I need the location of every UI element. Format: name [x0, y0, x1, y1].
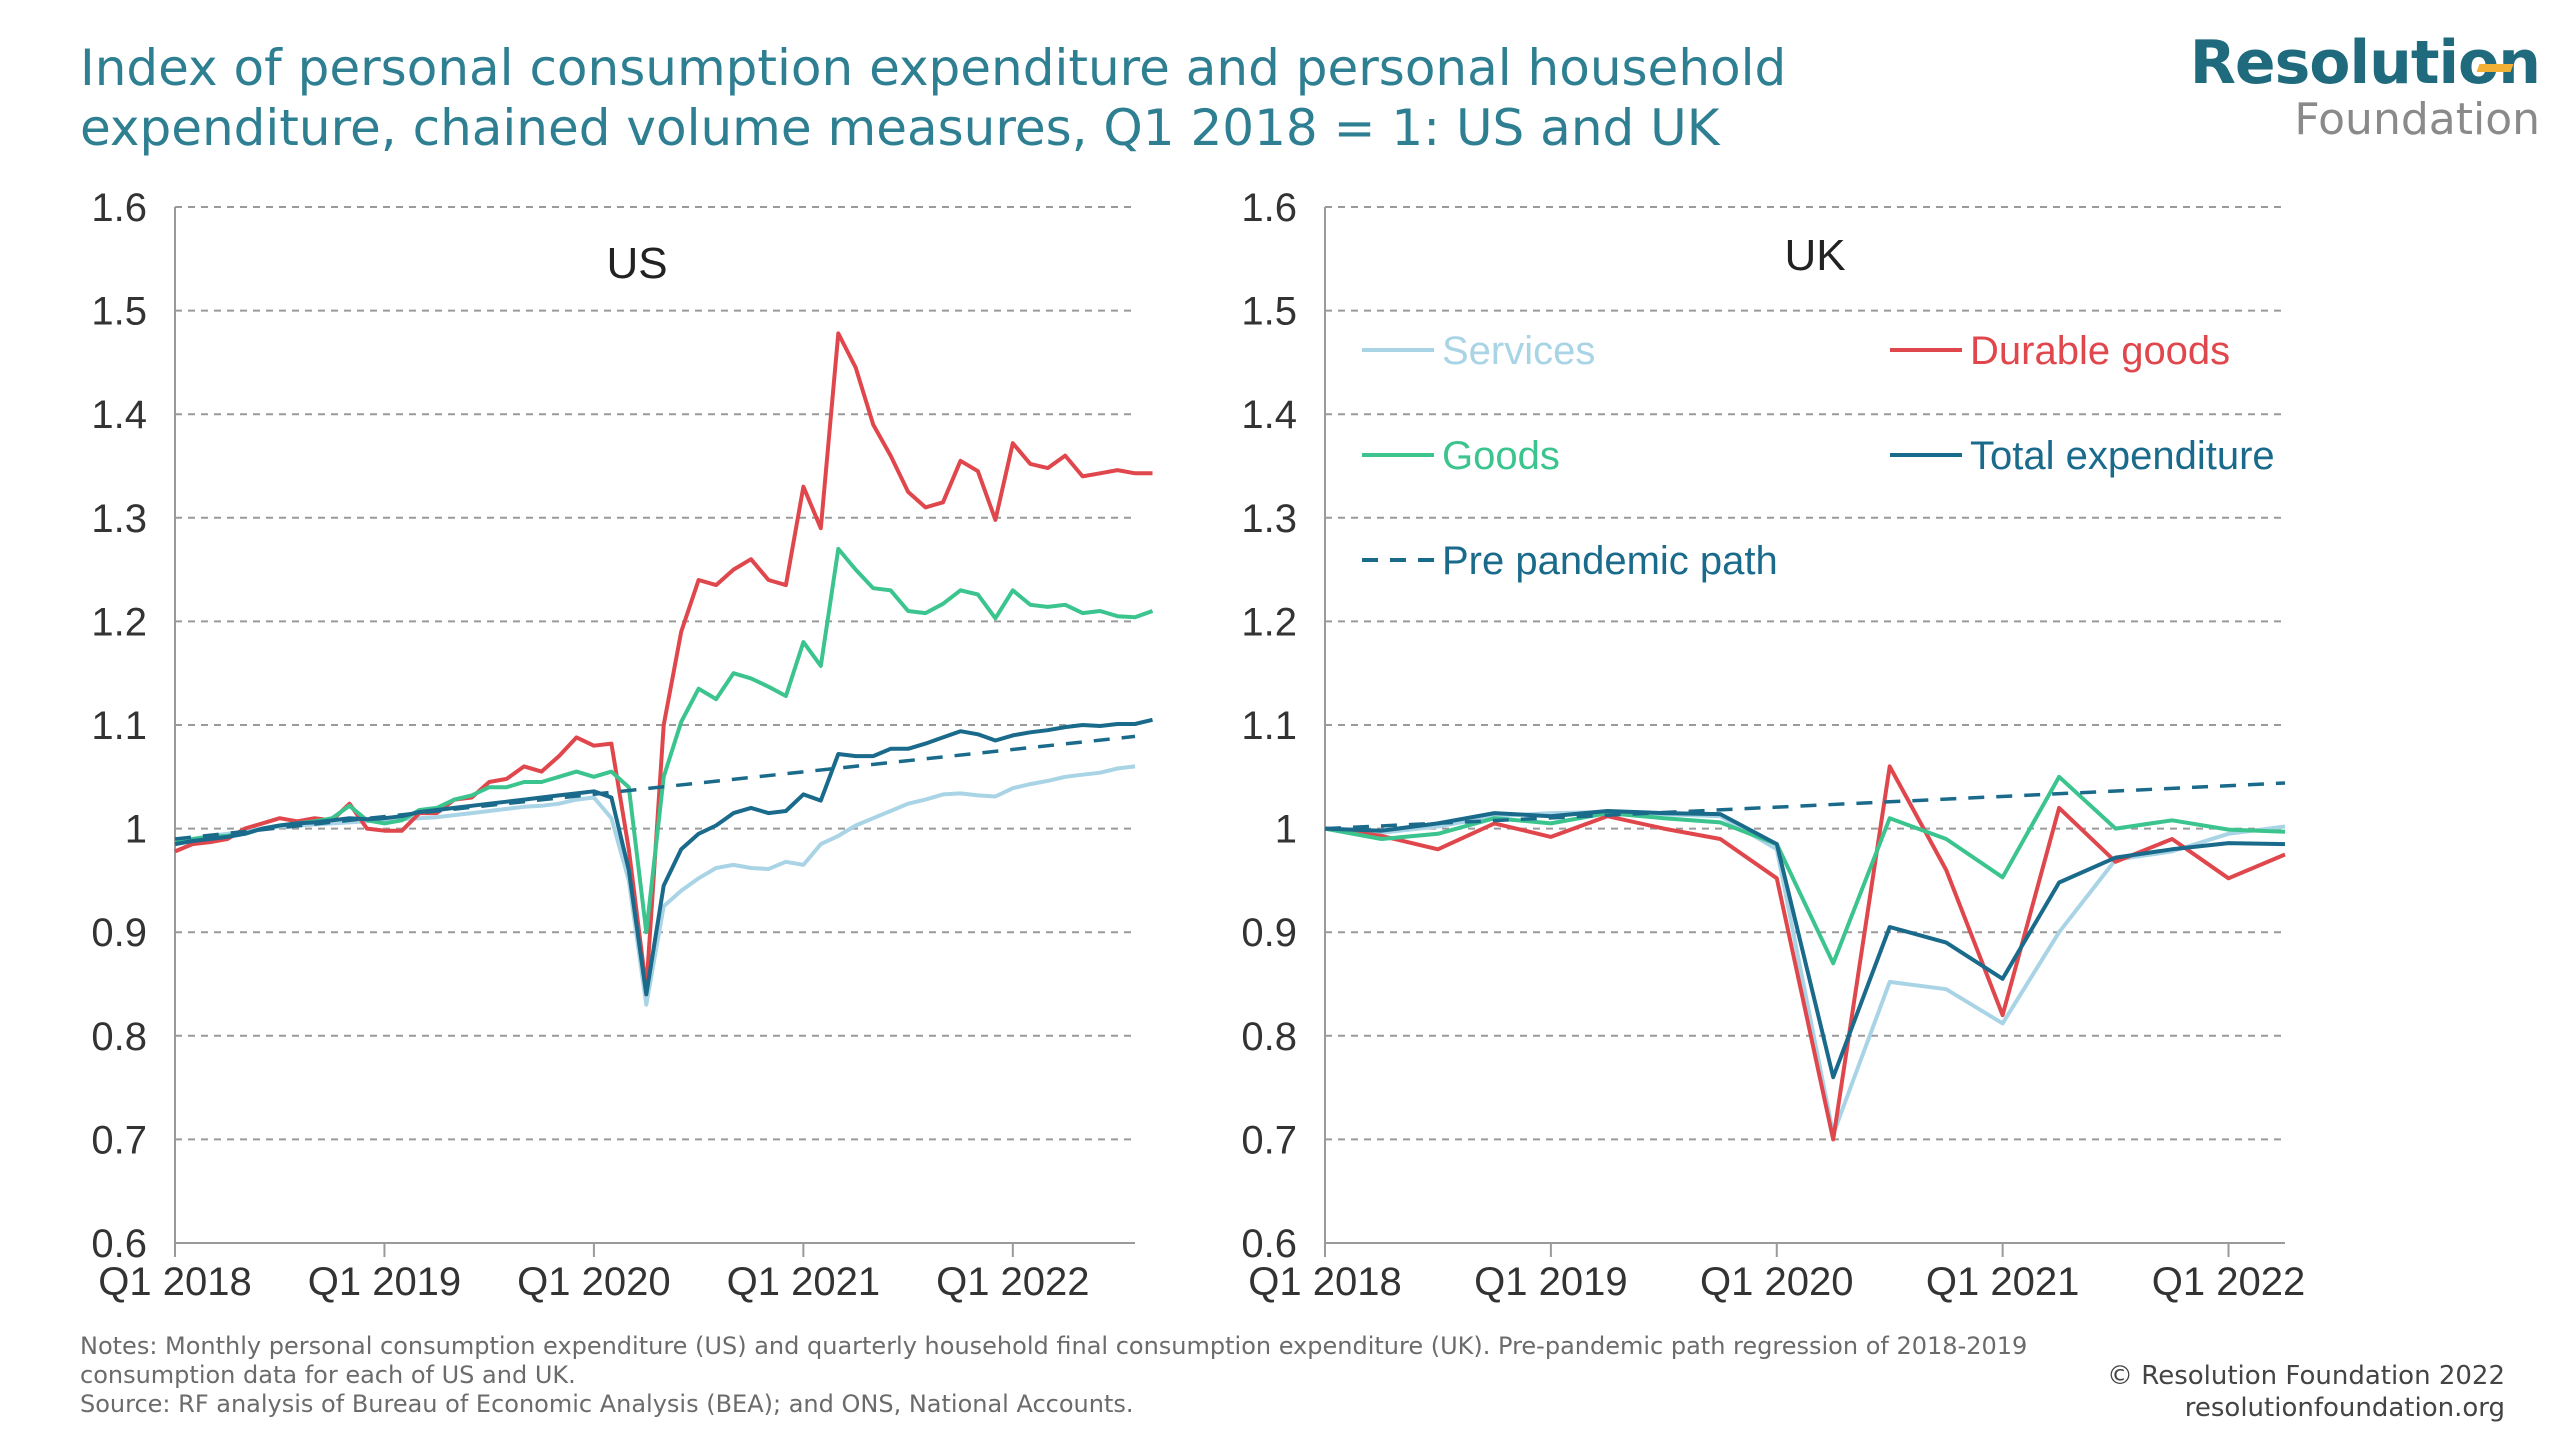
brand-logo: Resolution Foundation [2189, 28, 2541, 145]
notes-block: Notes: Monthly personal consumption expe… [80, 1332, 2080, 1419]
us-y-tick-label: 0.8 [91, 1015, 147, 1059]
website-text: resolutionfoundation.org [2184, 1393, 2505, 1423]
chart-title: Index of personal consumption expenditur… [80, 39, 1787, 157]
us-y-tick-label: 1.6 [91, 186, 147, 230]
us-series-goods [174, 546, 1154, 935]
us-series-pre-pandemic-path [174, 734, 1136, 841]
uk-y-tick-label: 1 [1275, 808, 1297, 852]
notes-line-1: Notes: Monthly personal consumption expe… [80, 1332, 2028, 1360]
uk-series-total-expenditure [1324, 809, 2286, 1080]
uk-series-services [1324, 810, 2286, 1137]
uk-y-tick-label: 1.2 [1241, 600, 1297, 644]
uk-x-tick-label: Q1 2019 [1474, 1260, 1627, 1304]
us-y-tick-label: 1 [125, 808, 147, 852]
uk-x-tick-label: Q1 2018 [1248, 1260, 1401, 1304]
source-line: Source: RF analysis of Bureau of Economi… [80, 1390, 1134, 1418]
legend-label-pre-pandemic-path: Pre pandemic path [1442, 539, 1778, 583]
legend-label-durable-goods: Durable goods [1970, 329, 2230, 373]
us-series-total-expenditure [174, 717, 1153, 997]
uk-series-goods [1324, 774, 2286, 966]
uk-y-tick-label: 1.6 [1241, 186, 1297, 230]
uk-series-pre-pandemic-path [1324, 781, 2286, 831]
legend-label-goods: Goods [1442, 434, 1560, 478]
us-series-services [174, 764, 1136, 1007]
us-y-tick-label: 0.7 [91, 1118, 147, 1162]
us-y-tick-label: 1.1 [91, 704, 147, 748]
uk-y-tick-label: 1.5 [1241, 290, 1297, 334]
notes-line-2: consumption data for each of US and UK. [80, 1361, 576, 1389]
us-x-tick-label: Q1 2019 [308, 1260, 461, 1304]
copyright-text: © Resolution Foundation 2022 [2107, 1361, 2505, 1391]
us-y-tick-label: 1.4 [91, 393, 147, 437]
us-y-tick-label: 0.9 [91, 911, 147, 955]
uk-panel-title: UK [1784, 231, 1845, 280]
uk-x-tick-label: Q1 2021 [1926, 1260, 2079, 1304]
us-y-tick-label: 1.2 [91, 600, 147, 644]
us-x-tick-label: Q1 2020 [517, 1260, 670, 1304]
us-y-tick-label: 1.5 [91, 290, 147, 334]
uk-y-tick-label: 0.9 [1241, 911, 1297, 955]
uk-y-tick-label: 0.6 [1241, 1222, 1297, 1266]
us-x-tick-label: Q1 2018 [98, 1260, 251, 1304]
us-y-tick-label: 1.3 [91, 497, 147, 541]
copyright-block: © Resolution Foundation 2022 resolutionf… [2107, 1360, 2505, 1424]
uk-y-tick-label: 1.4 [1241, 393, 1297, 437]
uk-y-tick-label: 1.1 [1241, 704, 1297, 748]
uk-y-tick-label: 1.3 [1241, 497, 1297, 541]
us-y-tick-label: 0.6 [91, 1222, 147, 1266]
uk-x-tick-label: Q1 2022 [2152, 1260, 2305, 1304]
us-x-tick-label: Q1 2021 [727, 1260, 880, 1304]
uk-y-tick-label: 0.7 [1241, 1118, 1297, 1162]
us-panel-title: US [606, 239, 667, 288]
logo-wordmark-line2: Foundation [2294, 94, 2540, 145]
legend-label-total-expenditure: Total expenditure [1970, 434, 2275, 478]
logo-wordmark-line1: Resolution [2189, 28, 2541, 98]
uk-x-tick-label: Q1 2020 [1700, 1260, 1853, 1304]
legend-label-services: Services [1442, 329, 1595, 373]
us-x-tick-label: Q1 2022 [936, 1260, 1089, 1304]
uk-y-tick-label: 0.8 [1241, 1015, 1297, 1059]
